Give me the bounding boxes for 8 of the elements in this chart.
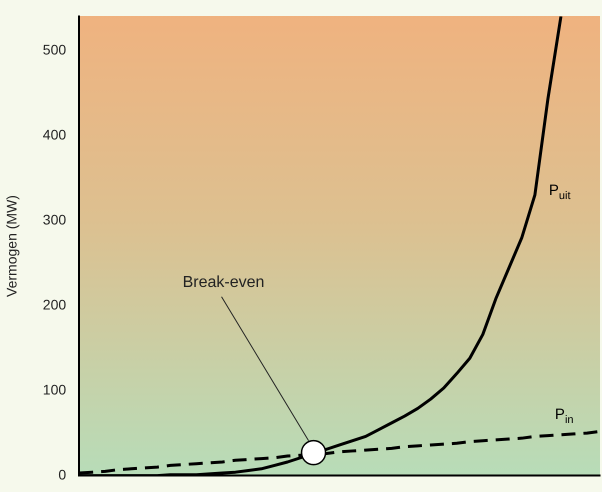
y-tick-label: 400 [42, 126, 66, 142]
y-tick-label: 500 [42, 41, 66, 58]
y-tick-label: 100 [42, 381, 66, 398]
y-tick-label: 200 [42, 296, 66, 312]
y-axis-title: Vermogen (MW) [3, 195, 20, 297]
annotation: Break-even [182, 274, 264, 292]
y-tick-label: 300 [42, 211, 66, 228]
y-tick-label: 0 [58, 466, 66, 482]
